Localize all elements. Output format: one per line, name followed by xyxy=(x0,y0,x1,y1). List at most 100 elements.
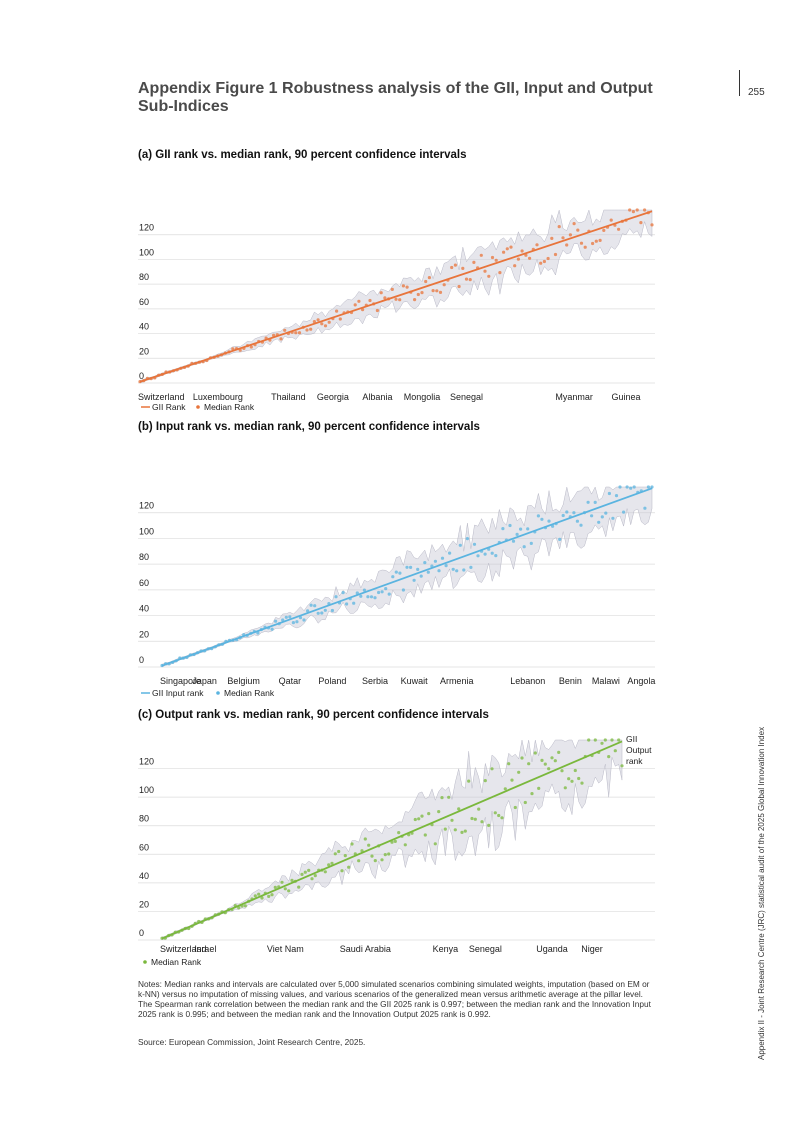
median-rank-point xyxy=(597,750,601,754)
median-rank-point xyxy=(240,904,244,908)
median-rank-point xyxy=(252,629,256,634)
median-rank-point xyxy=(372,302,376,306)
category-label: Kuwait xyxy=(401,676,429,686)
y-tick-label: 40 xyxy=(139,871,149,881)
median-rank-point xyxy=(362,588,366,592)
median-rank-point xyxy=(341,591,345,595)
median-rank-point xyxy=(180,928,184,932)
median-rank-point xyxy=(597,520,601,524)
median-rank-point xyxy=(437,810,441,814)
category-label: Senegal xyxy=(469,944,502,954)
median-rank-point xyxy=(275,333,279,337)
y-tick-label: 0 xyxy=(139,928,144,938)
median-rank-point xyxy=(387,592,391,596)
median-rank-point xyxy=(586,500,590,504)
median-rank-point xyxy=(487,547,491,551)
median-rank-point xyxy=(416,567,420,571)
median-rank-point xyxy=(160,936,164,940)
median-rank-point xyxy=(379,291,383,295)
median-rank-point xyxy=(357,299,361,303)
median-rank-point xyxy=(423,561,427,565)
legend-rank-label: GII Input rank xyxy=(152,688,204,698)
median-rank-point xyxy=(249,631,253,635)
median-rank-point xyxy=(480,820,484,824)
median-rank-point xyxy=(242,346,246,350)
median-rank-point xyxy=(297,885,301,889)
median-rank-point xyxy=(598,238,602,242)
median-rank-point xyxy=(631,210,636,214)
median-rank-point xyxy=(290,330,294,334)
median-rank-point xyxy=(375,308,379,313)
median-rank-point xyxy=(390,287,394,291)
side-running-title: Appendix II - Joint Research Centre (JRC… xyxy=(757,726,766,1060)
median-rank-point xyxy=(427,812,431,816)
median-rank-point xyxy=(423,833,427,837)
median-rank-point xyxy=(398,571,402,575)
median-rank-point xyxy=(298,616,303,620)
median-rank-point xyxy=(355,591,359,595)
category-label: Angola xyxy=(627,676,655,686)
median-rank-point xyxy=(313,874,317,878)
y-tick-label: 20 xyxy=(139,629,149,639)
median-rank-point xyxy=(426,570,430,574)
y-tick-label: 120 xyxy=(139,223,154,233)
median-rank-point xyxy=(346,310,350,314)
median-rank-point xyxy=(497,813,501,818)
median-rank-point xyxy=(274,619,278,623)
median-rank-point xyxy=(646,211,650,215)
median-rank-point xyxy=(259,627,263,632)
median-rank-point xyxy=(517,770,521,774)
median-rank-point xyxy=(370,854,374,858)
median-rank-point xyxy=(460,830,464,834)
rank-line-label: GII xyxy=(626,734,637,744)
median-rank-point xyxy=(498,271,502,275)
y-tick-label: 60 xyxy=(139,297,149,307)
category-label: Albania xyxy=(362,392,392,402)
median-rank-point xyxy=(338,317,342,321)
panel-b-title: (b) Input rank vs. median rank, 90 perce… xyxy=(138,421,480,433)
median-rank-point xyxy=(333,852,337,856)
median-rank-point xyxy=(250,897,254,901)
median-rank-point xyxy=(579,523,583,527)
median-rank-point xyxy=(235,638,239,642)
median-rank-point xyxy=(295,620,299,624)
median-rank-point xyxy=(611,516,615,520)
median-rank-point xyxy=(470,816,474,821)
median-rank-point xyxy=(208,356,213,360)
median-rank-point xyxy=(280,880,284,884)
median-rank-point xyxy=(572,511,576,515)
category-label: Armenia xyxy=(440,676,474,686)
median-rank-point xyxy=(205,358,209,363)
median-rank-point xyxy=(624,218,628,222)
median-rank-point xyxy=(149,377,153,381)
median-rank-point xyxy=(343,854,347,858)
median-rank-point xyxy=(167,933,171,938)
median-rank-point xyxy=(253,343,257,347)
median-rank-point xyxy=(572,222,576,226)
median-rank-point xyxy=(210,647,214,651)
median-rank-point xyxy=(224,639,228,643)
y-tick-label: 0 xyxy=(139,371,144,381)
median-rank-point xyxy=(227,350,231,354)
median-rank-point xyxy=(417,817,421,821)
median-rank-point xyxy=(306,609,310,613)
median-rank-point xyxy=(188,653,192,657)
panel-a-title: (a) GII rank vs. median rank, 90 percent… xyxy=(138,149,467,161)
y-tick-label: 80 xyxy=(139,814,149,824)
rank-line-label: Output xyxy=(626,745,652,755)
median-rank-point xyxy=(600,741,604,745)
y-tick-label: 80 xyxy=(139,552,149,562)
median-rank-point xyxy=(479,253,483,257)
median-rank-point xyxy=(590,753,594,758)
median-rank-point xyxy=(510,778,514,782)
median-rank-point xyxy=(213,645,217,649)
median-rank-point xyxy=(283,328,287,332)
median-rank-point xyxy=(237,906,241,910)
median-rank-point xyxy=(444,564,448,568)
median-rank-point xyxy=(190,924,194,928)
median-rank-point xyxy=(348,597,352,601)
median-rank-point xyxy=(533,751,537,755)
median-rank-point xyxy=(523,800,527,805)
median-rank-point xyxy=(554,522,558,526)
